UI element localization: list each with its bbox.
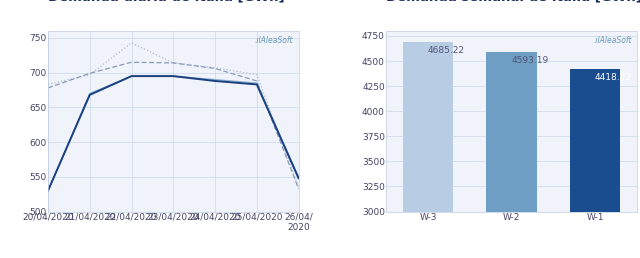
Line: W-2: W-2 [48,62,298,189]
W-3 [170,61,177,64]
W-1 [86,92,93,95]
W-2 [44,86,52,90]
Legend: W-3, W-2, W-1, W: W-3, W-2, W-1, W [52,0,224,1]
W [211,79,219,83]
W-2 [211,67,219,70]
W-1 [211,78,219,81]
W-1 [44,189,52,192]
W-3 [44,83,52,86]
W-1 [127,75,135,78]
Text: 4418.42: 4418.42 [595,73,632,82]
W-2 [253,79,260,83]
W-2 [170,61,177,64]
W [253,83,260,86]
Line: W-1: W-1 [48,76,298,191]
Bar [570,69,620,258]
W-1 [294,175,302,178]
W-2 [86,72,93,75]
Bar [486,52,536,258]
W [86,93,93,96]
W-2 [294,187,302,190]
W [294,177,302,180]
Text: 4685.22: 4685.22 [428,46,465,55]
Line: W-3: W-3 [48,43,298,187]
W [170,75,177,78]
W-3 [253,73,260,76]
W-3 [86,73,93,76]
Text: .ılAleaSoft: .ılAleaSoft [255,36,294,45]
W-3 [294,186,302,189]
W [44,189,52,192]
Text: Demanda semanal de Italia [GWh]: Demanda semanal de Italia [GWh] [387,0,640,3]
Bar [403,43,453,258]
Text: .ılAleaSoft: .ılAleaSoft [593,36,632,45]
W [127,75,135,78]
W-3 [127,41,135,44]
W-1 [170,75,177,78]
Text: 4593.19: 4593.19 [511,56,548,65]
W-1 [253,82,260,85]
W-3 [211,66,219,69]
W-2 [127,61,135,64]
Text: Demanda diaria de Italia [GWh]: Demanda diaria de Italia [GWh] [48,0,285,3]
Line: W: W [48,76,298,191]
